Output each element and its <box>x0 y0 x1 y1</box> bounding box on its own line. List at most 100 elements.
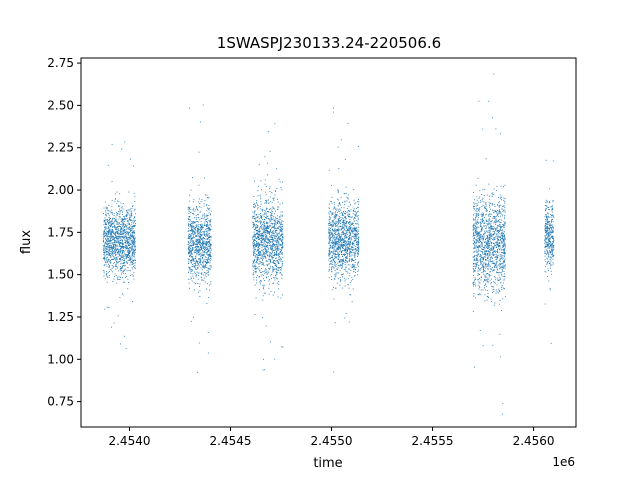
data-point <box>333 371 335 373</box>
data-point <box>188 282 190 284</box>
data-point <box>352 288 354 290</box>
data-point <box>267 199 269 201</box>
data-point <box>191 221 193 223</box>
data-point <box>344 213 345 214</box>
data-point <box>266 226 268 228</box>
data-point <box>119 226 120 227</box>
data-point <box>122 224 124 226</box>
data-point <box>270 213 272 215</box>
data-point <box>490 283 492 285</box>
data-point <box>105 206 107 208</box>
data-point <box>353 236 355 238</box>
data-point <box>358 233 359 234</box>
data-point <box>266 246 267 248</box>
data-point <box>279 259 281 261</box>
data-point <box>338 230 340 232</box>
data-point <box>205 265 206 267</box>
data-point <box>192 244 194 246</box>
data-point <box>210 258 212 260</box>
data-point <box>121 236 123 238</box>
data-point <box>109 241 111 242</box>
data-point <box>207 217 209 219</box>
data-point <box>188 271 189 273</box>
data-point <box>277 208 278 210</box>
data-point <box>328 215 330 217</box>
data-point <box>252 266 254 268</box>
data-point <box>333 254 335 256</box>
data-point <box>262 250 264 252</box>
data-point <box>208 248 210 250</box>
data-point <box>282 233 284 235</box>
data-point <box>123 222 125 224</box>
data-point <box>190 225 192 226</box>
data-point <box>282 202 283 204</box>
data-point <box>345 217 346 219</box>
data-point <box>193 199 195 201</box>
data-point <box>105 226 107 228</box>
data-point <box>196 239 198 240</box>
data-point <box>124 261 126 263</box>
data-point <box>340 237 342 238</box>
data-point <box>265 234 267 235</box>
data-point <box>199 254 200 255</box>
data-point <box>281 267 282 269</box>
data-point <box>115 249 117 251</box>
data-point <box>133 252 135 254</box>
data-point <box>131 235 133 236</box>
data-point <box>105 238 106 240</box>
data-point <box>341 274 343 276</box>
data-point <box>329 229 331 231</box>
data-point <box>279 216 281 218</box>
data-point <box>337 229 339 231</box>
data-point <box>195 209 197 211</box>
data-point <box>112 239 113 241</box>
data-point <box>190 261 192 263</box>
data-point <box>192 240 194 242</box>
data-point <box>275 263 276 265</box>
data-point <box>346 233 347 235</box>
data-point <box>335 208 336 210</box>
data-point <box>117 200 118 202</box>
data-point <box>259 222 261 224</box>
data-point <box>196 248 198 250</box>
data-point <box>355 250 357 252</box>
data-point <box>116 239 118 241</box>
data-point <box>117 245 119 247</box>
data-point <box>355 234 357 236</box>
data-point <box>195 258 196 259</box>
data-point <box>201 246 202 248</box>
data-point <box>328 254 330 256</box>
data-point <box>110 222 112 224</box>
data-point <box>259 281 261 283</box>
data-point <box>277 296 279 298</box>
data-point <box>276 243 278 245</box>
data-point <box>338 256 340 258</box>
data-point <box>473 295 475 297</box>
data-point <box>196 260 198 262</box>
data-point <box>254 271 256 272</box>
data-point <box>358 230 359 232</box>
data-point <box>125 229 127 230</box>
data-point <box>119 297 121 298</box>
data-point <box>269 255 271 257</box>
data-point <box>346 251 348 253</box>
data-point <box>267 245 268 247</box>
data-point <box>258 218 260 220</box>
data-point <box>265 325 267 327</box>
data-point <box>267 238 269 240</box>
data-point <box>123 221 125 222</box>
data-point <box>330 245 331 247</box>
data-point <box>277 238 279 240</box>
data-point <box>481 214 483 215</box>
data-point <box>120 258 122 260</box>
data-point <box>197 233 199 235</box>
data-point <box>108 217 110 218</box>
data-point <box>109 248 111 250</box>
data-point <box>111 222 113 224</box>
data-point <box>116 224 118 225</box>
data-point <box>345 256 347 258</box>
data-point <box>127 244 129 246</box>
data-point <box>328 251 330 253</box>
data-point <box>120 232 121 234</box>
data-point <box>332 225 334 227</box>
